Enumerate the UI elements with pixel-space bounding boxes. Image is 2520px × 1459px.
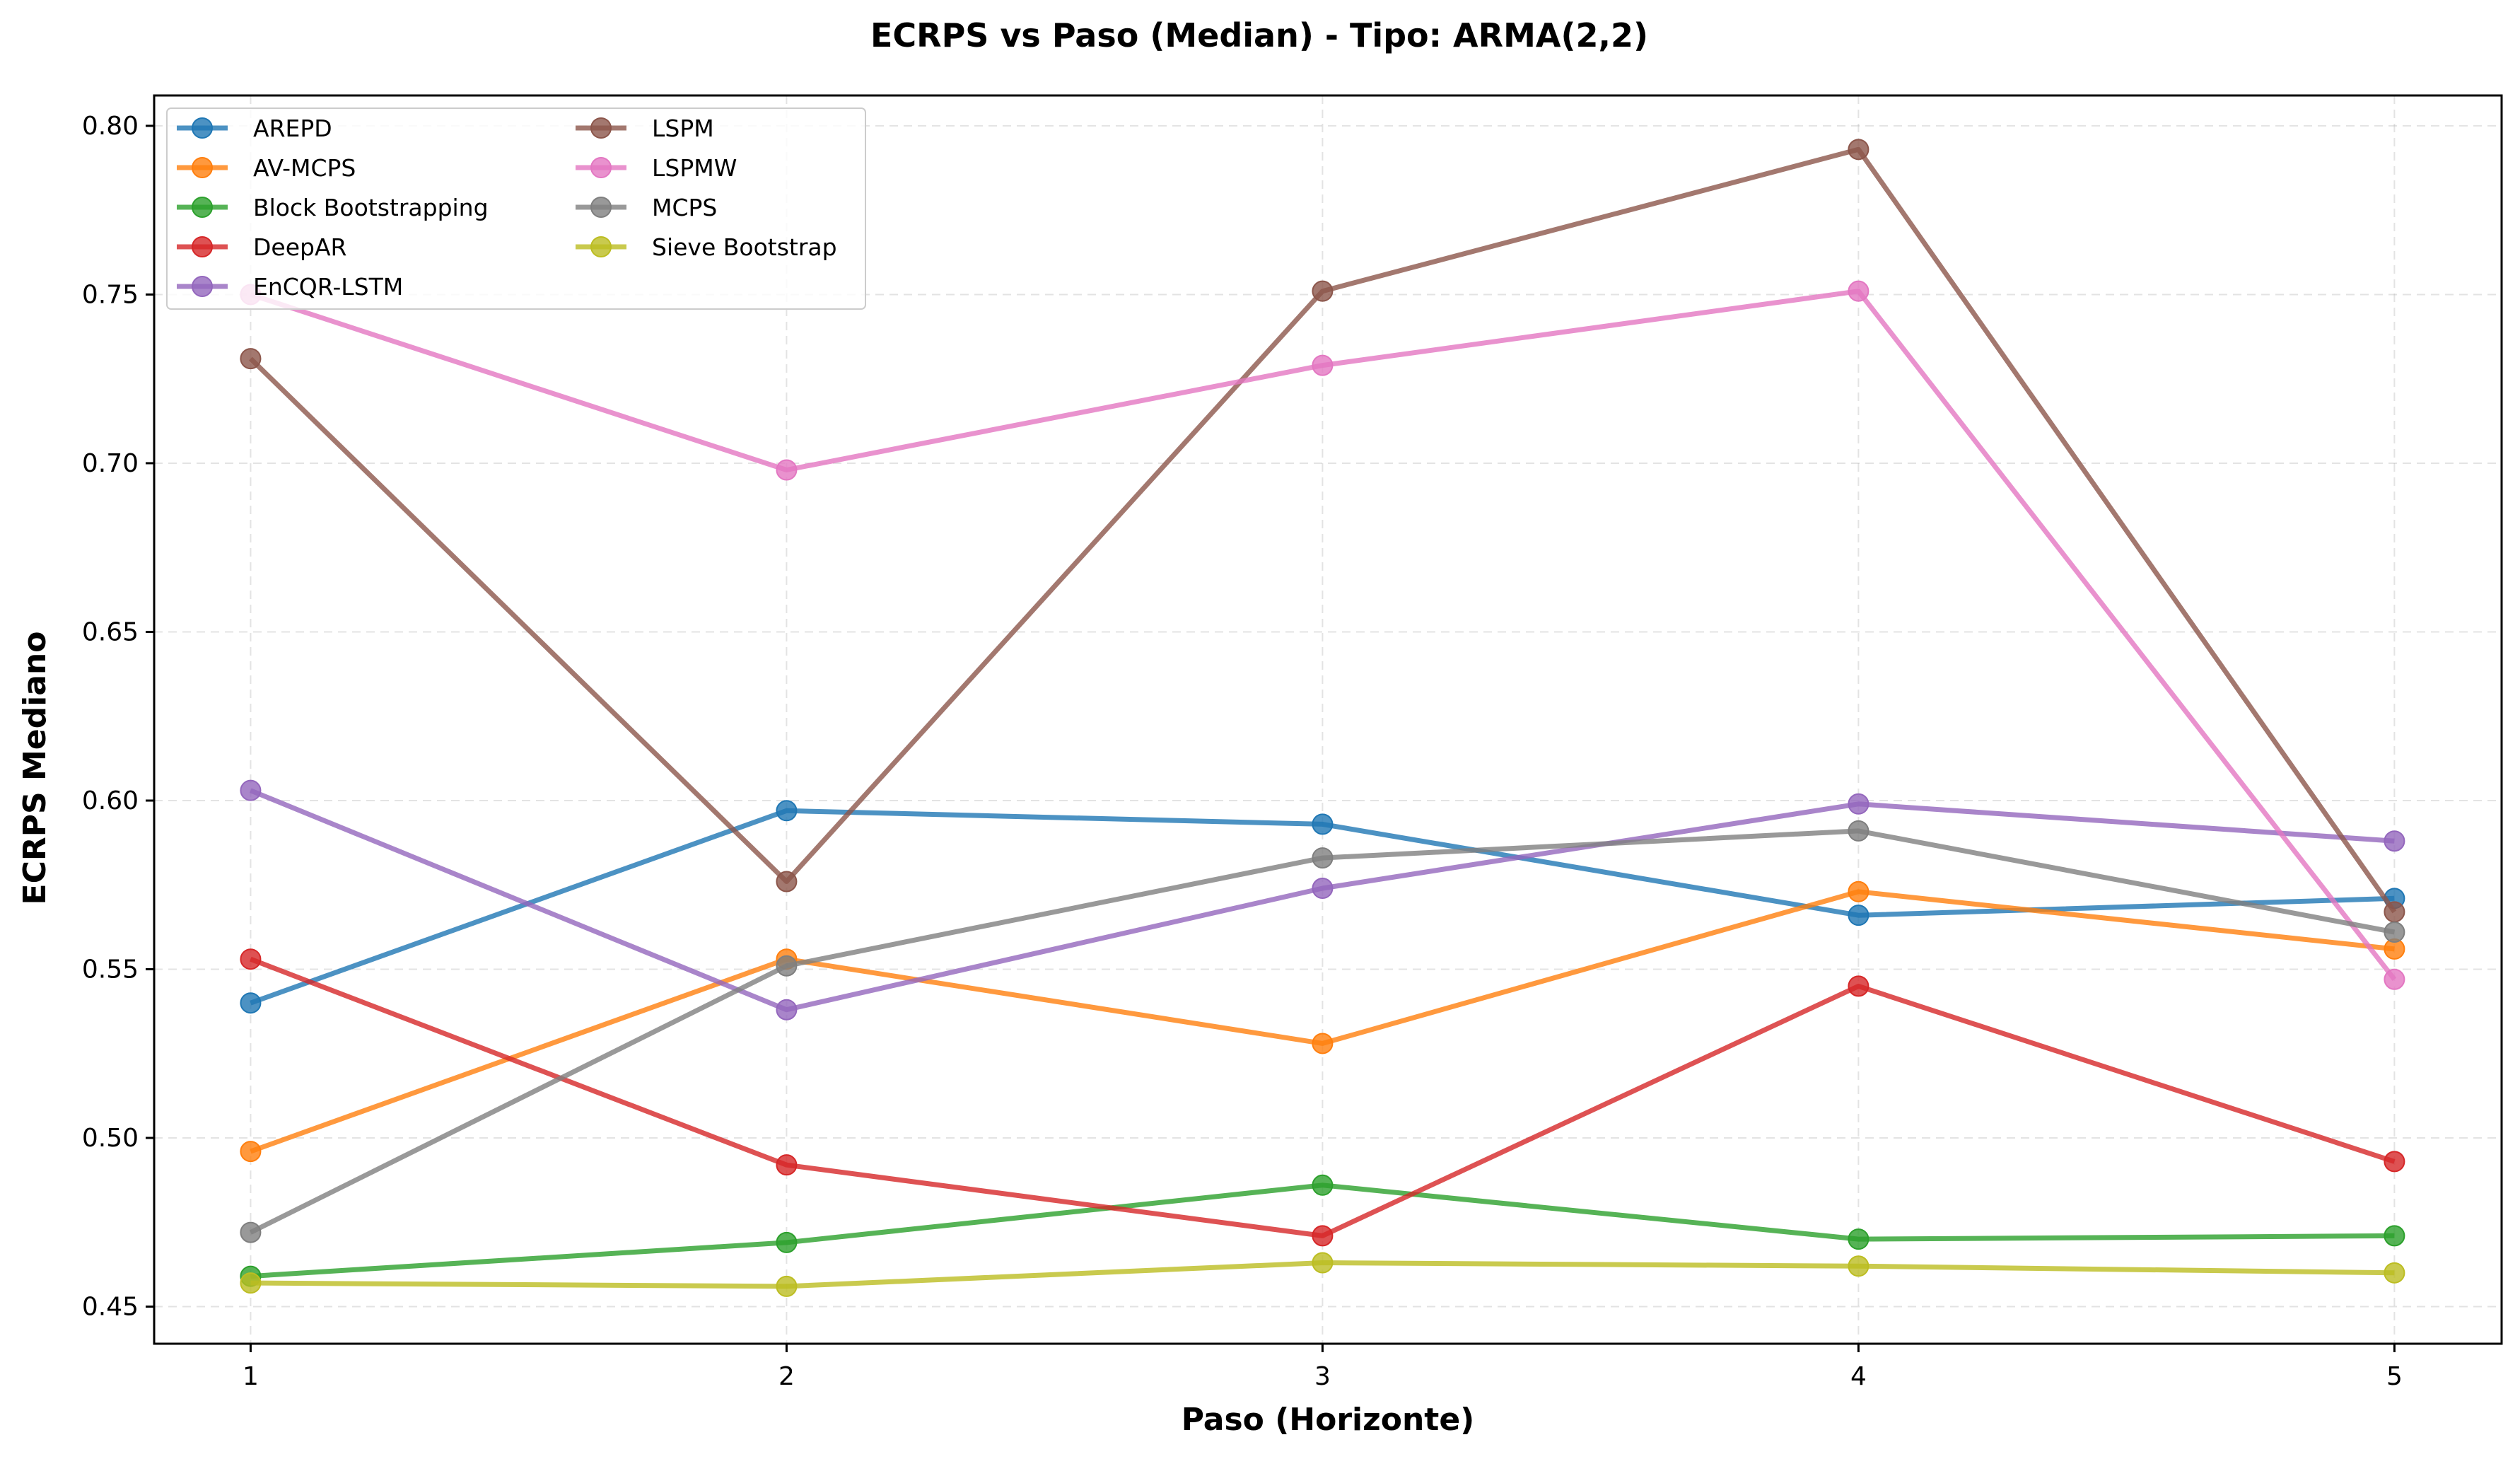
- x-tick-label: 4: [1850, 1362, 1867, 1391]
- series-lspm: [240, 139, 2405, 923]
- y-axis-title: ECRPS Mediano: [17, 632, 53, 905]
- data-point: [1848, 820, 1869, 842]
- series-av-mcps: [240, 880, 2405, 1163]
- data-point: [2384, 1151, 2405, 1173]
- legend-item: LSPM: [576, 115, 714, 142]
- data-point: [776, 800, 798, 822]
- legend-marker: [590, 117, 612, 139]
- data-point: [240, 948, 262, 970]
- data-point: [1848, 1255, 1869, 1277]
- data-point: [776, 999, 798, 1021]
- data-point: [776, 1275, 798, 1297]
- legend-marker: [590, 197, 612, 218]
- legend-label: EnCQR-LSTM: [253, 273, 403, 301]
- data-point: [776, 1154, 798, 1176]
- data-point: [2384, 922, 2405, 943]
- legend-item: MCPS: [576, 194, 717, 221]
- legend-item: Sieve Bootstrap: [576, 233, 837, 261]
- data-point: [1848, 793, 1869, 815]
- legend-label: LSPMW: [652, 154, 737, 182]
- series-sieve-bootstrap: [240, 1252, 2405, 1297]
- y-tick-label: 0.75: [82, 280, 139, 309]
- x-tick-label: 5: [2386, 1362, 2403, 1391]
- data-point: [240, 779, 262, 801]
- legend-label: AREPD: [253, 115, 332, 142]
- legend-item: Block Bootstrapping: [177, 194, 489, 221]
- legend-marker: [192, 276, 213, 297]
- y-tick-label: 0.60: [82, 786, 139, 815]
- y-tick-label: 0.80: [82, 112, 139, 141]
- legend-marker: [192, 197, 213, 218]
- y-tick-label: 0.55: [82, 955, 139, 984]
- legend-box: [166, 107, 866, 310]
- legend-item: DeepAR: [177, 233, 346, 261]
- legend-item: LSPMW: [576, 154, 737, 182]
- legend-marker: [192, 117, 213, 139]
- y-tick-label: 0.50: [82, 1124, 139, 1153]
- legend-label: AV-MCPS: [253, 154, 356, 182]
- data-point: [1312, 1174, 1334, 1196]
- data-point: [776, 1231, 798, 1253]
- data-point: [1848, 1228, 1869, 1250]
- data-point: [1312, 280, 1334, 302]
- legend-label: Block Bootstrapping: [253, 194, 489, 221]
- data-point: [1848, 975, 1869, 997]
- data-point: [1312, 878, 1334, 900]
- data-point: [776, 871, 798, 893]
- data-point: [2384, 1262, 2405, 1284]
- x-tick-label: 2: [778, 1362, 795, 1391]
- series-deepar: [240, 948, 2405, 1247]
- legend-label: MCPS: [652, 194, 717, 221]
- data-point: [1312, 1033, 1334, 1054]
- legend-label: LSPM: [652, 115, 714, 142]
- legend-marker: [192, 157, 213, 178]
- y-tick-label: 0.65: [82, 617, 139, 646]
- legend-marker: [192, 236, 213, 257]
- data-point: [1848, 905, 1869, 926]
- data-point: [1848, 139, 1869, 161]
- legend-label: Sieve Bootstrap: [652, 233, 837, 261]
- data-point: [1312, 354, 1334, 376]
- axis-ticks: 0.45 0.50 0.55 0.60 0.65 0.70 0.75 0.80 1 2 3 4 5: [82, 112, 2403, 1391]
- legend-marker: [590, 157, 612, 178]
- x-axis-title: Paso (Horizonte): [1182, 1402, 1475, 1438]
- grid: [154, 95, 2502, 1344]
- x-tick-label: 1: [243, 1362, 259, 1391]
- plot-area-frame: [153, 94, 2503, 1345]
- data-point: [240, 1272, 262, 1294]
- data-point: [240, 992, 262, 1014]
- data-point: [2384, 1225, 2405, 1247]
- data-point: [2384, 968, 2405, 990]
- legend-label: DeepAR: [253, 233, 346, 261]
- data-point: [1848, 280, 1869, 302]
- data-point: [240, 1221, 262, 1243]
- data-point: [1312, 1225, 1334, 1247]
- y-tick-label: 0.70: [82, 449, 139, 478]
- legend-item: AV-MCPS: [177, 154, 356, 182]
- data-point: [1312, 847, 1334, 869]
- legend-marker: [590, 236, 612, 257]
- legend: AREPD AV-MCPS Block Bootstrapping DeepAR EnC…: [166, 107, 866, 310]
- data-point: [1848, 880, 1869, 902]
- data-point: [2384, 830, 2405, 852]
- data-point: [240, 1141, 262, 1163]
- data-point: [1312, 813, 1334, 835]
- y-tick-label: 0.45: [82, 1293, 139, 1322]
- data-point: [776, 955, 798, 977]
- data-point: [1312, 1252, 1334, 1274]
- legend-item: AREPD: [177, 115, 332, 142]
- series-layer: [240, 139, 2405, 1297]
- data-point: [2384, 901, 2405, 923]
- series-mcps: [240, 820, 2405, 1243]
- data-point: [776, 459, 798, 481]
- x-tick-label: 3: [1314, 1362, 1331, 1391]
- chart-title: ECRPS vs Paso (Median) - Tipo: ARMA(2,2): [870, 16, 1648, 54]
- data-point: [240, 348, 262, 370]
- legend-item: EnCQR-LSTM: [177, 273, 403, 301]
- series-encqr-lstm: [240, 779, 2405, 1021]
